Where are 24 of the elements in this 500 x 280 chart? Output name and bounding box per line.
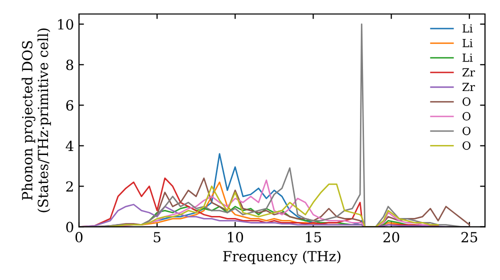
legend-label: O <box>462 126 470 136</box>
y-tick-label: 8 <box>66 60 74 70</box>
x-tick-label: 25 <box>461 232 478 242</box>
x-tick-label: 0 <box>75 232 82 242</box>
legend-label: O <box>462 97 470 106</box>
y-tick-label: 6 <box>66 100 74 111</box>
x-tick-label: 15 <box>306 232 321 242</box>
x-tick-label: 20 <box>383 232 400 242</box>
legend-label: Li <box>462 54 473 62</box>
x-tick-label: 5 <box>154 232 160 242</box>
legend-label: O <box>462 141 470 150</box>
legend-label: Zr <box>462 68 475 76</box>
legend-label: Zr <box>462 82 475 92</box>
x-axis-title: Frequency (THz) <box>223 250 340 264</box>
y-tick-label: 2 <box>66 181 73 192</box>
y-axis-title: Phonon projected DOS (States/THz·primitive cell) <box>22 28 51 212</box>
line-series <box>110 184 439 227</box>
y-tick-label: 10 <box>58 19 74 30</box>
x-tick-label: 10 <box>228 232 244 242</box>
y-tick-label: 0 <box>66 222 74 232</box>
legend-label: Li <box>462 24 473 32</box>
y-tick-label: 4 <box>66 140 74 152</box>
legend-label: Li <box>462 38 473 48</box>
legend-label: O <box>462 112 470 120</box>
